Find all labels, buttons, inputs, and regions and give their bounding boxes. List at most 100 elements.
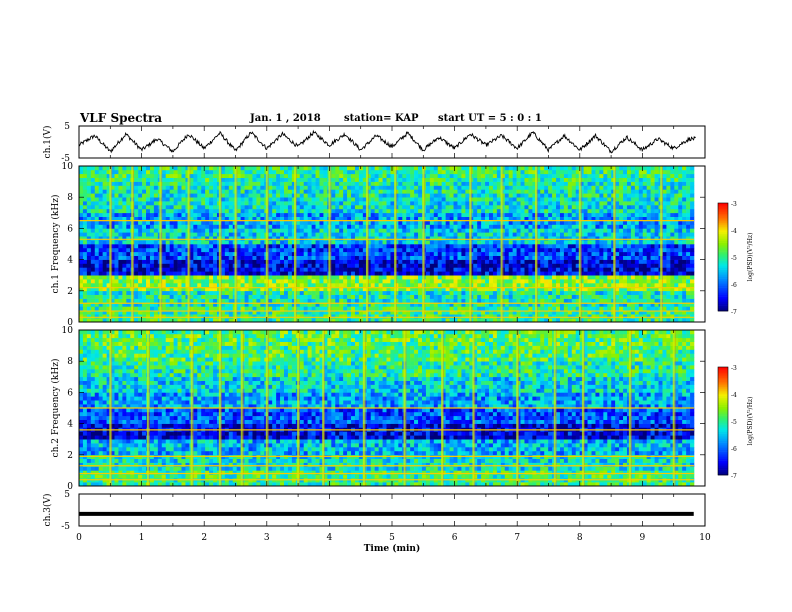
spectrogram-cell — [630, 283, 636, 288]
spectrogram-cell — [441, 294, 446, 299]
spectrogram-cell — [138, 251, 143, 256]
spectrogram-cell — [252, 306, 257, 311]
spectrogram-cell — [492, 294, 498, 299]
spectrogram-cell — [473, 259, 478, 264]
spectrogram-cell — [406, 244, 411, 249]
spectrogram-cell — [260, 216, 265, 221]
spectrogram-cell — [240, 314, 245, 319]
spectrogram-cell — [559, 216, 565, 221]
spectrogram-cell — [209, 279, 214, 284]
spectrogram-cell — [335, 279, 340, 284]
spectrogram-cell — [165, 318, 170, 323]
spectrogram-cell — [508, 279, 513, 284]
spectrogram-cell — [666, 294, 671, 299]
spectrogram-cell — [102, 283, 107, 288]
spectrogram-cell — [583, 220, 588, 225]
spectrogram-cell — [106, 224, 111, 229]
spectrogram-cell — [457, 212, 462, 217]
spectrogram-cell — [398, 228, 403, 233]
spectrogram-cell — [366, 216, 372, 221]
spectrogram-cell — [571, 302, 577, 307]
spectrogram-cell — [449, 275, 454, 280]
spectrogram-cell — [189, 267, 194, 272]
spectrogram-cell — [492, 220, 498, 225]
spectrogram-cell — [161, 224, 167, 229]
spectrogram-cell — [674, 208, 679, 214]
spectrogram-cell — [532, 306, 537, 311]
spectrogram-cell — [303, 197, 308, 202]
spectrogram-cell — [587, 302, 592, 307]
spectrogram-cell — [638, 290, 644, 295]
spectrogram-cell — [650, 240, 655, 245]
spectrogram-cell — [351, 201, 356, 206]
spectrogram-cell — [295, 216, 301, 221]
spectrogram-cell — [201, 236, 206, 241]
spectrogram-cell — [177, 267, 182, 272]
spectrogram-cell — [623, 205, 628, 210]
spectrogram-cell — [248, 283, 253, 288]
spectrogram-cell — [335, 236, 340, 241]
spectrogram-cell — [686, 208, 691, 214]
spectrogram-cell — [536, 290, 541, 295]
spectrogram-cell — [118, 197, 123, 202]
spectrogram-cell — [86, 279, 92, 284]
spectrogram-cell — [382, 294, 387, 299]
spectrogram-cell — [315, 271, 320, 276]
spectrogram-cell — [496, 244, 502, 249]
spectrogram-cell — [386, 314, 391, 319]
spectrogram-cell — [331, 205, 336, 210]
spectrogram-cell — [575, 220, 580, 225]
spectrogram-cell — [236, 290, 241, 295]
spectrogram-cell — [299, 279, 305, 284]
spectrogram-cell — [599, 298, 604, 303]
spectrogram-cell — [197, 294, 202, 299]
spectrogram-cell — [571, 294, 577, 299]
spectrogram-cell — [579, 263, 584, 268]
spectrogram-cell — [268, 306, 273, 311]
spectrogram-cell — [619, 259, 624, 264]
spectrogram-cell — [469, 283, 474, 288]
spectrogram-cell — [528, 251, 533, 256]
spectrogram-cell — [114, 294, 119, 299]
spectrogram-cell — [402, 236, 407, 241]
spectrogram-cell — [674, 267, 679, 272]
spectrogram-cell — [347, 279, 352, 284]
spectrogram-cell — [603, 208, 608, 214]
spectrogram-cell — [674, 224, 679, 229]
spectrogram-cell — [303, 228, 308, 233]
spectrogram-cell — [390, 216, 395, 221]
spectrogram-cell — [532, 290, 537, 295]
spectrogram-cell — [429, 236, 435, 241]
spectrogram-cell — [481, 240, 486, 245]
spectrogram-cell — [642, 224, 647, 229]
y-axis-label: ch.1(V) — [42, 126, 53, 159]
spectrogram-cell — [398, 275, 403, 280]
spectrogram-cell — [414, 236, 419, 241]
spectrogram-cell — [354, 255, 360, 260]
spectrogram-cell — [445, 318, 450, 323]
spectrogram-cell — [410, 267, 415, 272]
spectrogram-cell — [410, 247, 415, 253]
spectrogram-cell — [595, 286, 600, 292]
spectrogram-cell — [524, 275, 529, 280]
spectrogram-cell — [678, 314, 683, 319]
spectrogram-cell — [386, 294, 391, 299]
spectrogram-cell — [638, 247, 644, 253]
spectrogram-cell — [678, 318, 683, 323]
spectrogram-cell — [197, 306, 202, 311]
spectrogram-cell — [595, 294, 600, 299]
spectrogram-cell — [544, 263, 549, 268]
spectrogram-cell — [362, 201, 368, 206]
spectrogram-cell — [189, 220, 194, 225]
spectrogram-cell — [252, 290, 257, 295]
spectrogram-cell — [126, 279, 131, 284]
spectrogram-cell — [86, 271, 92, 276]
spectrogram-cell — [303, 232, 308, 237]
spectrogram-cell — [678, 205, 683, 210]
spectrogram-cell — [674, 212, 679, 217]
spectrogram-cell — [516, 240, 521, 245]
spectrogram-cell — [386, 232, 391, 237]
spectrogram-cell — [445, 290, 450, 295]
spectrogram-cell — [173, 216, 178, 221]
spectrogram-cell — [469, 205, 474, 210]
